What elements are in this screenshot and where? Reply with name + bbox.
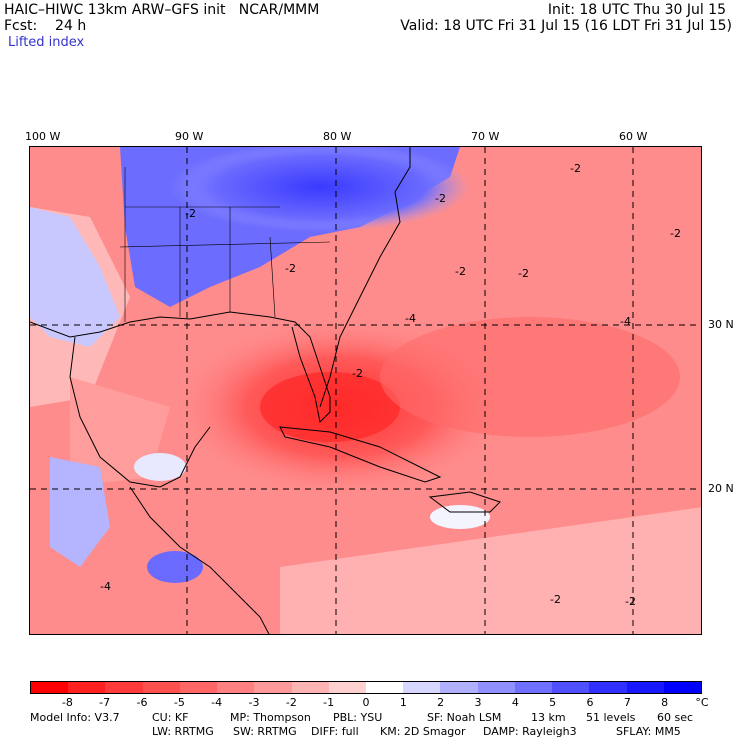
lon-label-70w: 70 W <box>471 130 500 143</box>
color-scale-label: 4 <box>511 696 519 709</box>
color-scale-label: -2 <box>285 696 297 709</box>
lon-label-60w: 60 W <box>619 130 648 143</box>
color-scale-swatch <box>142 682 180 693</box>
color-scale-swatch <box>328 682 366 693</box>
color-scale-swatch <box>552 682 590 693</box>
color-scale-label: -1 <box>323 696 335 709</box>
color-scale-label: 6 <box>586 696 594 709</box>
blue-region-west <box>30 207 120 347</box>
lifted-index-map: -2 -2 -2 -2 -2 -2 -2 -2 -2 -2 -4 -4 -4 <box>29 146 702 635</box>
contour-label: -2 <box>550 593 561 606</box>
footer-cu: CU: KF <box>152 711 189 724</box>
contour-label: -2 <box>455 265 466 278</box>
contour-label: -2 <box>352 367 363 380</box>
color-scale-swatch <box>403 682 441 693</box>
contour-label: -2 <box>570 162 581 175</box>
color-scale-swatch <box>254 682 292 693</box>
contour-label: -2 <box>285 262 296 275</box>
color-scale-swatch <box>105 682 143 693</box>
footer-km: KM: 2D Smagor <box>380 725 466 738</box>
color-scale-swatch <box>626 682 664 693</box>
lon-label-90w: 90 W <box>175 130 204 143</box>
color-scale-label: 1 <box>399 696 407 709</box>
contour-label: -2 <box>518 267 529 280</box>
footer-lw: LW: RRTMG <box>152 725 214 738</box>
valid-time: Valid: 18 UTC Fri 31 Jul 15 (16 LDT Fri … <box>400 18 732 34</box>
color-scale-label: -8 <box>61 696 73 709</box>
blue-core-north <box>170 147 470 232</box>
color-scale-label: -7 <box>99 696 111 709</box>
color-scale-swatch <box>291 682 329 693</box>
footer-sflay: SFLAY: MM5 <box>616 725 681 738</box>
latlon-grid <box>30 147 701 634</box>
lat-label-20n: 20 N <box>708 482 734 495</box>
color-scale-swatch <box>31 682 69 693</box>
color-scale-label: -5 <box>173 696 185 709</box>
blue-core-centralamerica <box>147 551 203 583</box>
color-scale-label: 3 <box>474 696 482 709</box>
white-patch-hispaniola <box>430 505 490 529</box>
coastlines <box>30 147 501 634</box>
field-name: Lifted index <box>8 35 85 50</box>
color-scale-swatch <box>365 682 404 693</box>
contour-label: -4 <box>100 580 111 593</box>
lon-label-80w: 80 W <box>323 130 352 143</box>
footer-resolution: 13 km <box>531 711 566 724</box>
color-scale-label: -3 <box>248 696 260 709</box>
color-scale-bar <box>30 681 702 694</box>
map-field: -2 -2 -2 -2 -2 -2 -2 -2 -2 -2 -4 -4 -4 <box>30 147 701 634</box>
footer-diff: DIFF: full <box>311 725 359 738</box>
footer-sw: SW: RRTMG <box>233 725 297 738</box>
hispaniola <box>428 491 501 513</box>
footer-pbl: PBL: YSU <box>333 711 383 724</box>
color-scale-label: -6 <box>136 696 148 709</box>
lat-label-30n: 30 N <box>708 318 734 331</box>
contour-label: -2 <box>670 227 681 240</box>
footer-mp: MP: Thompson <box>230 711 311 724</box>
footer-model-info: Model Info: V3.7 <box>30 711 120 724</box>
blue-region-mexico <box>50 457 110 567</box>
light-zone-south <box>280 507 701 634</box>
forecast-hour: Fcst: 24 h <box>4 18 87 34</box>
white-patch-yucatan <box>134 453 186 481</box>
color-scale-label: -4 <box>211 696 223 709</box>
contour-label: -4 <box>405 312 416 325</box>
mexico-coast <box>69 336 211 488</box>
color-scale-swatch <box>440 682 478 693</box>
footer-sf: SF: Noah LSM <box>427 711 502 724</box>
lon-label-100w: 100 W <box>25 130 61 143</box>
color-scale-label: 7 <box>623 696 631 709</box>
color-scale-swatch <box>68 682 106 693</box>
color-scale-swatch <box>589 682 627 693</box>
footer-damp: DAMP: Rayleigh3 <box>483 725 577 738</box>
cuba <box>279 426 442 483</box>
contour-label: -2 <box>435 192 446 205</box>
color-scale-label: 0 <box>362 696 370 709</box>
red-band-east <box>380 317 680 437</box>
footer-timestep: 60 sec <box>657 711 694 724</box>
init-time: Init: 18 UTC Thu 30 Jul 15 <box>547 2 726 18</box>
color-scale-swatch <box>179 682 218 693</box>
title-left: HAIC–HIWC 13km ARW–GFS init NCAR/MMM <box>4 2 320 18</box>
footer-levels: 51 levels <box>586 711 636 724</box>
color-scale-swatch <box>477 682 515 693</box>
contour-label: -2 <box>625 595 636 608</box>
color-scale-label: 8 <box>661 696 669 709</box>
color-scale-label: 2 <box>437 696 445 709</box>
state-borders <box>119 167 331 322</box>
central-america <box>129 486 270 634</box>
color-scale-label: °C <box>695 696 709 709</box>
color-scale-swatch <box>217 682 255 693</box>
color-scale-swatch <box>514 682 553 693</box>
color-scale-swatch <box>663 682 701 693</box>
contour-labels: -2 -2 -2 -2 -2 -2 -2 -2 -2 -2 -4 -4 -4 <box>100 162 681 608</box>
contour-label: -2 <box>185 207 196 220</box>
color-scale-label: 5 <box>549 696 557 709</box>
atlantic-coast <box>319 147 411 408</box>
contour-label: -4 <box>620 315 631 328</box>
